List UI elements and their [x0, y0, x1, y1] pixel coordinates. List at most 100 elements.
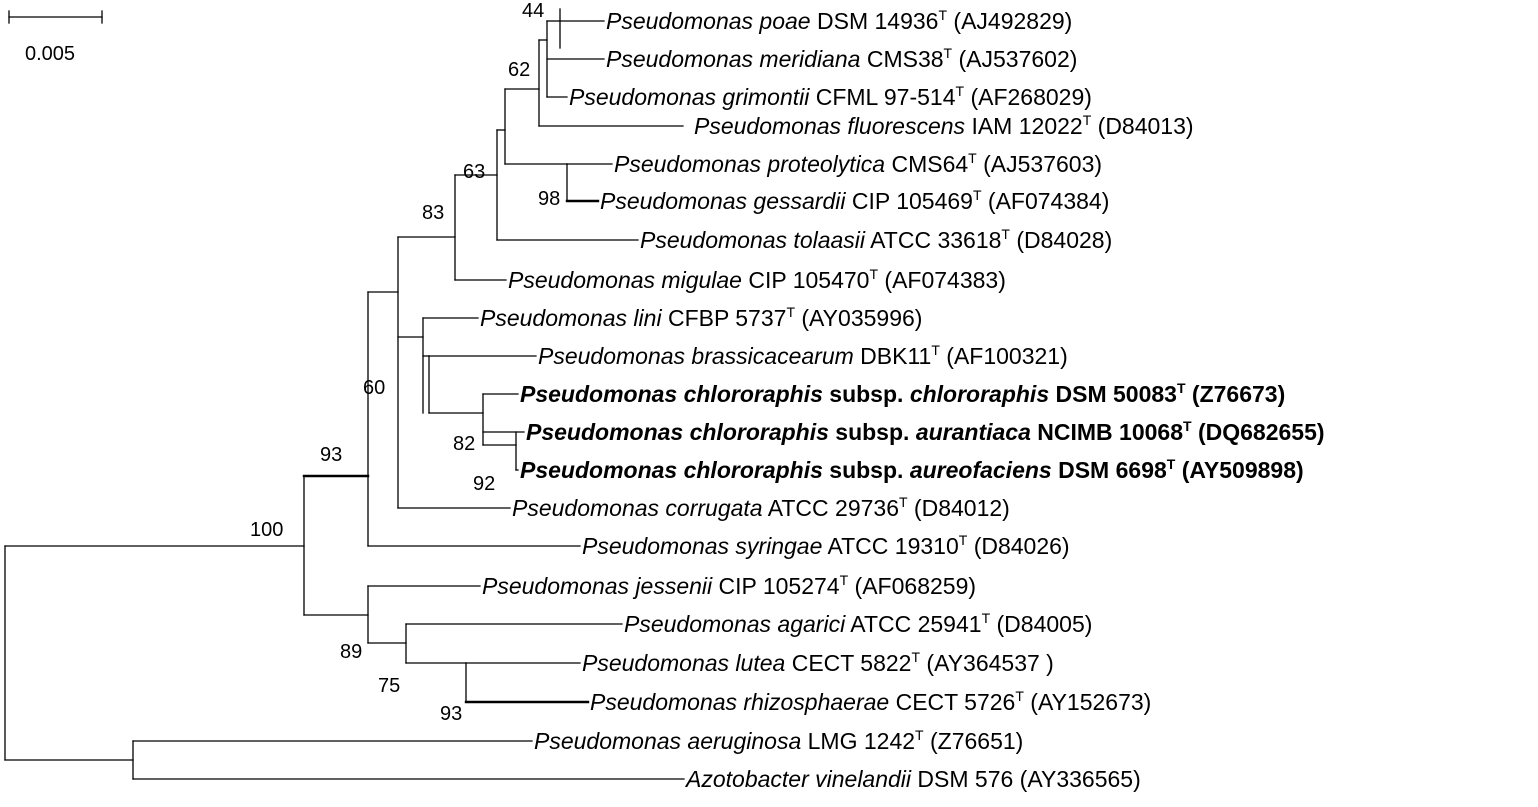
accession: (AJ537603) [977, 151, 1102, 177]
scale-bar-label: 0.005 [25, 43, 75, 65]
taxon-label: Pseudomonas meridiana CMS38T (AJ537602) [606, 45, 1077, 72]
strain-id: CIP 105470 [742, 267, 869, 293]
taxon-name: Pseudomonas meridiana [606, 46, 860, 72]
taxon-name: Pseudomonas corrugata [512, 495, 763, 521]
strain-id: CMS38 [860, 46, 943, 72]
type-strain-mark: T [840, 572, 849, 588]
strain-id: DBK11 [854, 343, 932, 369]
taxon-name: Pseudomonas fluorescens [694, 113, 966, 139]
taxon-name: Pseudomonas grimontii [569, 84, 810, 110]
accession: (D84013) [1091, 113, 1193, 139]
accession: (AY152673) [1024, 689, 1151, 715]
taxon-label: Pseudomonas brassicacearum DBK11T (AF100… [538, 342, 1068, 369]
accession: (AF074383) [878, 267, 1006, 293]
type-strain-mark: T [931, 342, 940, 358]
taxon-name: Pseudomonas lini [480, 305, 662, 331]
taxon-name: Pseudomonas proteolytica [614, 151, 885, 177]
bootstrap-value: 62 [508, 59, 530, 81]
taxon-label: Pseudomonas corrugata ATCC 29736T (D8401… [512, 494, 1010, 521]
type-strain-mark: T [959, 532, 968, 548]
strain-id: ATCC 19310 [822, 533, 958, 559]
taxon-name: Azotobacter vinelandii [684, 766, 912, 792]
taxon-label: Pseudomonas proteolytica CMS64T (AJ53760… [614, 150, 1102, 177]
taxon-label: Pseudomonas syringae ATCC 19310T (D84026… [582, 532, 1070, 559]
type-strain-mark: T [938, 7, 947, 23]
accession: (AJ492829) [947, 8, 1072, 34]
strain-id: DSM 50083 [1049, 381, 1177, 407]
bootstrap-value: 83 [422, 202, 444, 224]
accession: (AF100321) [940, 343, 1068, 369]
type-strain-mark: T [944, 45, 953, 61]
bootstrap-value: 63 [463, 161, 485, 183]
strain-id: IAM 12022 [965, 113, 1083, 139]
taxon-label: Pseudomonas poae DSM 14936T (AJ492829) [606, 7, 1072, 34]
accession: (AY509898) [1175, 457, 1303, 483]
strain-id: DSM 576 [911, 766, 1013, 792]
strain-id: CECT 5822 [785, 650, 911, 676]
type-strain-mark: T [1183, 418, 1192, 434]
tree-branches [4, 8, 685, 780]
accession: (AF074384) [982, 188, 1110, 214]
taxon-label: Pseudomonas migulae CIP 105470T (AF07438… [508, 266, 1006, 293]
bootstrap-value: 75 [378, 675, 400, 697]
taxon-name: Pseudomonas chlororaphis [520, 381, 823, 407]
accession: (D84026) [967, 533, 1069, 559]
accession: (Z76673) [1186, 381, 1286, 407]
bootstrap-value: 98 [538, 188, 560, 210]
taxon-name: Pseudomonas chlororaphis [520, 457, 823, 483]
taxon-label: Pseudomonas aeruginosa LMG 1242T (Z76651… [534, 727, 1023, 754]
type-strain-mark: T [968, 150, 977, 166]
type-strain-mark: T [899, 494, 908, 510]
taxon-name: Pseudomonas tolaasii [640, 227, 866, 253]
type-strain-mark: T [1015, 688, 1024, 704]
taxon-name: Pseudomonas migulae [508, 267, 742, 293]
taxon-name: Pseudomonas brassicacearum [538, 343, 854, 369]
accession: (AY035996) [795, 305, 922, 331]
strain-id: NCIMB 10068 [1031, 419, 1183, 445]
type-strain-mark: T [915, 727, 924, 743]
taxon-label: Pseudomonas lini CFBP 5737T (AY035996) [480, 304, 922, 331]
type-strain-mark: T [1177, 380, 1186, 396]
taxon-label: Pseudomonas fluorescens IAM 12022T (D840… [694, 112, 1194, 139]
taxon-label: Pseudomonas chlororaphis subsp. chlorora… [520, 380, 1285, 407]
taxon-name: Pseudomonas jessenii [482, 573, 713, 599]
taxon-label: Pseudomonas gessardii CIP 105469T (AF074… [600, 187, 1109, 214]
accession: (DQ682655) [1192, 419, 1325, 445]
taxon-name: Pseudomonas lutea [582, 650, 785, 676]
taxon-label: Pseudomonas grimontii CFML 97-514T (AF26… [569, 83, 1092, 110]
taxon-label: Pseudomonas agarici ATCC 25941T (D84005) [624, 610, 1092, 637]
taxon-label: Pseudomonas jessenii CIP 105274T (AF0682… [482, 572, 976, 599]
accession: (D84005) [990, 611, 1092, 637]
type-strain-mark: T [956, 83, 965, 99]
subspecies-marker: subsp. [823, 381, 910, 407]
taxon-label: Azotobacter vinelandii DSM 576 (AY336565… [684, 766, 1141, 792]
type-strain-mark: T [786, 304, 795, 320]
taxon-name: Pseudomonas agarici [624, 611, 846, 637]
bootstrap-value: 82 [453, 433, 475, 455]
strain-id: CFML 97-514 [809, 84, 955, 110]
type-strain-mark: T [982, 610, 991, 626]
taxon-label: Pseudomonas lutea CECT 5822T (AY364537 ) [582, 649, 1054, 676]
strain-id: DSM 6698 [1052, 457, 1167, 483]
type-strain-mark: T [869, 266, 878, 282]
taxon-labels: Pseudomonas poae DSM 14936T (AJ492829) Ps… [480, 7, 1325, 792]
bootstrap-value: 89 [340, 641, 362, 663]
strain-id: CIP 105469 [845, 188, 972, 214]
strain-id: ATCC 25941 [845, 611, 981, 637]
type-strain-mark: T [911, 649, 920, 665]
strain-id: LMG 1242 [801, 728, 915, 754]
taxon-name: Pseudomonas chlororaphis [526, 419, 829, 445]
type-strain-mark: T [1083, 112, 1092, 128]
bootstrap-value: 92 [473, 473, 495, 495]
type-strain-mark: T [973, 187, 982, 203]
bootstrap-value: 100 [250, 519, 283, 541]
strain-id: CFBP 5737 [662, 305, 787, 331]
type-strain-mark: T [1001, 226, 1010, 242]
taxon-name: Pseudomonas syringae [582, 533, 822, 559]
accession: (AY336565) [1013, 766, 1140, 792]
taxon-label: Pseudomonas chlororaphis subsp. aurantia… [526, 418, 1325, 445]
type-strain-mark: T [1167, 456, 1176, 472]
strain-id: ATCC 29736 [763, 495, 899, 521]
bootstrap-values: 44 62 63 98 83 60 82 92 93 100 89 75 93 [250, 0, 560, 725]
